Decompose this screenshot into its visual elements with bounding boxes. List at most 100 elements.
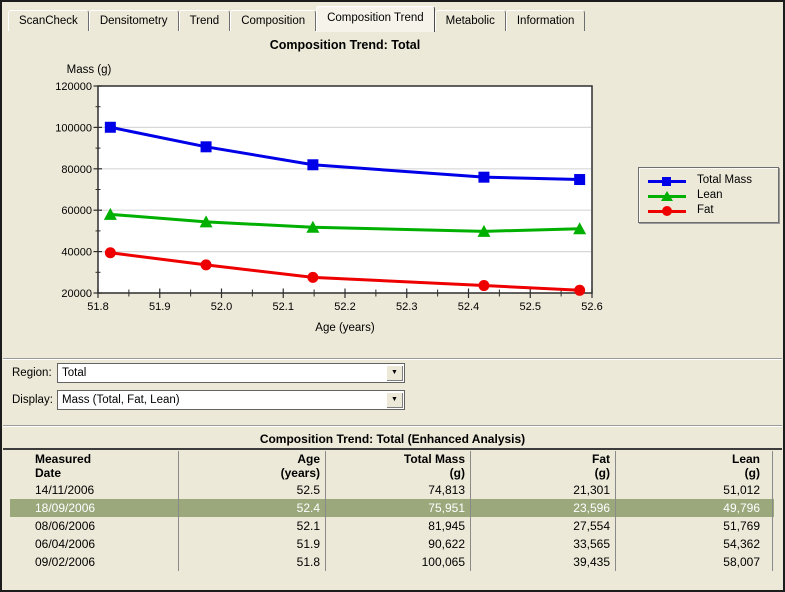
tab-trend[interactable]: Trend (178, 10, 231, 31)
data-point-marker (104, 247, 116, 259)
separator (3, 425, 782, 427)
legend-entry-total-mass: Total Mass (639, 173, 778, 188)
table-cell: 51.9 (296, 537, 320, 551)
trend-chart: Composition Trend: Total Mass (g) Age (y… (55, 38, 603, 334)
circle-marker-icon (648, 205, 686, 217)
svg-text:52.3: 52.3 (396, 301, 417, 313)
table-row[interactable]: 09/02/2006 51.8 100,065 39,435 58,007 (10, 553, 774, 571)
data-point-marker (200, 141, 212, 153)
table-cell: 81,945 (428, 519, 465, 533)
column-header-fat: Fat (g) (592, 452, 610, 480)
chart-legend: Total Mass Lean Fat (638, 167, 779, 223)
table-cell: 74,813 (428, 483, 465, 497)
svg-text:100000: 100000 (55, 122, 92, 134)
table-row[interactable]: 06/04/2006 51.9 90,622 33,565 54,362 (10, 535, 774, 553)
display-value: Mass (Total, Fat, Lean) (62, 394, 180, 406)
data-point-marker (307, 159, 319, 171)
data-point-marker (478, 171, 490, 183)
table-cell: 51.8 (296, 555, 320, 569)
table-row[interactable]: 08/06/2006 52.1 81,945 27,554 51,769 (10, 517, 774, 535)
x-axis-ticks: 51.8 51.9 52.0 52.1 52.2 52.3 52.4 52.5 52.6 (87, 288, 603, 313)
data-point-marker (478, 280, 490, 292)
data-point-marker (103, 207, 117, 220)
table-cell: 09/02/2006 (35, 555, 96, 569)
chart-title: Composition Trend: Total (270, 38, 420, 52)
legend-label: Lean (697, 189, 723, 201)
series-lean (103, 207, 587, 237)
column-separator (470, 451, 471, 571)
tab-bar: ScanCheck Densitometry Trend Composition Com… (8, 4, 586, 32)
svg-text:51.8: 51.8 (87, 301, 108, 313)
table-cell: 90,622 (428, 537, 465, 551)
table-title: Composition Trend: Total (Enhanced Analy… (259, 432, 526, 446)
table-cell: 52.4 (296, 501, 320, 515)
tab-metabolic[interactable]: Metabolic (434, 10, 506, 31)
svg-text:20000: 20000 (61, 288, 92, 300)
column-header-total-mass: Total Mass (g) (403, 452, 465, 480)
column-separator (178, 451, 179, 571)
table-cell: 18/09/2006 (35, 501, 96, 515)
table-cell: 100,065 (421, 555, 465, 569)
svg-text:52.2: 52.2 (334, 301, 355, 313)
table-row[interactable]: 18/09/2006 52.4 75,951 23,596 49,796 (10, 499, 774, 517)
svg-text:52.4: 52.4 (458, 301, 479, 313)
legend-label: Fat (697, 204, 714, 216)
tab-composition[interactable]: Composition (230, 10, 317, 31)
tab-scancheck[interactable]: ScanCheck (8, 10, 89, 31)
table-title-rule (3, 448, 782, 450)
region-value: Total (62, 367, 87, 379)
svg-text:120000: 120000 (55, 81, 92, 93)
triangle-marker-icon (648, 190, 686, 202)
svg-text:60000: 60000 (61, 205, 92, 217)
region-dropdown-arrow-icon[interactable]: ▼ (386, 365, 403, 381)
table-cell: 33,565 (573, 537, 610, 551)
tab-densitometry[interactable]: Densitometry (88, 10, 179, 31)
plot-background (98, 86, 592, 293)
data-point-marker (573, 222, 587, 235)
table-cell: 21,301 (573, 483, 610, 497)
column-separator (325, 451, 326, 571)
table-cell: 06/04/2006 (35, 537, 96, 551)
svg-text:80000: 80000 (61, 164, 92, 176)
table-cell: 51,012 (723, 483, 760, 497)
legend-entry-lean: Lean (639, 188, 778, 203)
column-header-measured: Measured Date (35, 452, 92, 480)
table-cell: 23,596 (573, 501, 610, 515)
x-axis-title: Age (years) (315, 322, 375, 334)
table-cell: 75,951 (428, 501, 465, 515)
table-cell: 58,007 (723, 555, 760, 569)
display-select[interactable]: Mass (Total, Fat, Lean) ▼ (57, 390, 405, 410)
table-cell: 39,435 (573, 555, 610, 569)
column-separator (615, 451, 616, 571)
region-label: Region: (12, 367, 52, 379)
table-cell: 27,554 (573, 519, 610, 533)
series-fat (104, 247, 586, 296)
tab-composition-trend[interactable]: Composition Trend (316, 6, 435, 32)
data-point-marker (199, 215, 213, 228)
table-cell: 54,362 (723, 537, 760, 551)
tab-information[interactable]: Information (505, 10, 586, 31)
svg-text:52.6: 52.6 (581, 301, 602, 313)
y-axis-ticks: 20000 40000 60000 80000 100000 120000 (55, 81, 102, 300)
table-row[interactable]: 14/11/2006 52.5 74,813 21,301 51,012 (10, 481, 774, 499)
data-point-marker (477, 224, 491, 237)
data-point-marker (104, 121, 116, 133)
data-point-marker (307, 271, 319, 283)
column-header-lean: Lean (g) (731, 452, 760, 480)
data-point-marker (574, 174, 586, 186)
legend-label: Total Mass (697, 174, 752, 186)
column-header-age: Age (years) (280, 452, 320, 480)
square-marker-icon (648, 175, 686, 187)
legend-entry-fat: Fat (639, 203, 778, 218)
display-dropdown-arrow-icon[interactable]: ▼ (386, 392, 403, 408)
region-select[interactable]: Total ▼ (57, 363, 405, 383)
column-separator (772, 451, 773, 571)
table-cell: 51,769 (723, 519, 760, 533)
svg-text:51.9: 51.9 (149, 301, 170, 313)
table-cell: 49,796 (723, 501, 760, 515)
table-cell: 08/06/2006 (35, 519, 96, 533)
data-point-marker (306, 220, 320, 233)
svg-text:52.0: 52.0 (211, 301, 232, 313)
table-cell: 52.5 (296, 483, 320, 497)
